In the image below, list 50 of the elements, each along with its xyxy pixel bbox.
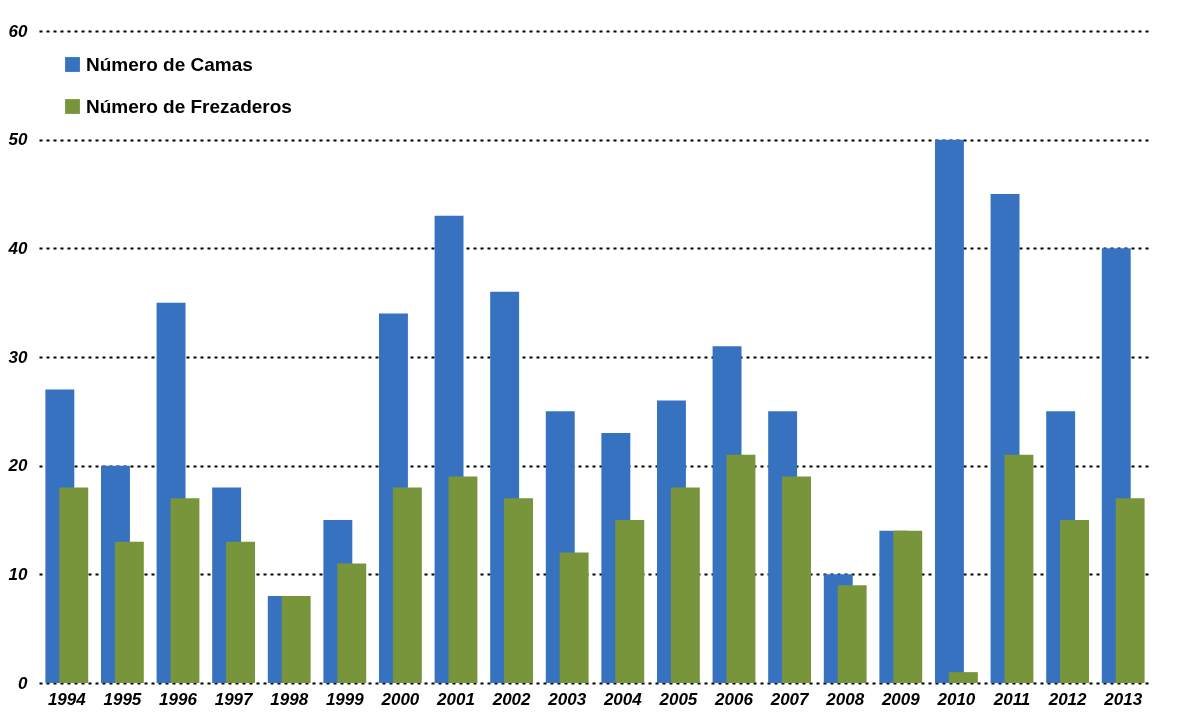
x-tick-label: 2010 — [936, 689, 976, 709]
y-tick-label: 30 — [8, 347, 29, 367]
bar — [782, 476, 812, 683]
x-tick-label: 1994 — [47, 689, 87, 709]
bar — [1060, 520, 1090, 683]
x-tick-label: 1999 — [325, 689, 365, 709]
y-tick-label: 40 — [7, 238, 29, 258]
x-tick-label: 2002 — [491, 689, 532, 709]
bar — [837, 585, 867, 683]
bar — [337, 563, 367, 683]
bar — [392, 487, 422, 683]
bar — [504, 498, 534, 683]
y-tick-label: 10 — [8, 564, 29, 584]
x-tick-label: 2007 — [769, 689, 811, 709]
x-tick-label: 2005 — [658, 689, 698, 709]
x-tick-label: 2004 — [602, 689, 643, 709]
x-tick-label: 2011 — [992, 689, 1031, 709]
bar — [1115, 498, 1145, 683]
x-tick-label: 2008 — [825, 689, 865, 709]
bar — [670, 487, 700, 683]
bar — [559, 552, 589, 683]
bar — [281, 596, 311, 683]
x-tick-label: 2006 — [714, 689, 754, 709]
x-tick-label: 2009 — [880, 689, 921, 709]
x-tick-label: 2003 — [547, 689, 587, 709]
bar — [615, 520, 645, 683]
bar — [448, 476, 478, 683]
x-tick-label: 1996 — [159, 689, 198, 709]
bar — [114, 541, 144, 683]
bar — [59, 487, 89, 683]
bar — [934, 139, 964, 683]
legend-label: Número de Frezaderos — [86, 95, 292, 117]
x-tick-label: 1997 — [214, 689, 255, 709]
x-tick-label: 2000 — [380, 689, 420, 709]
bar — [170, 498, 200, 683]
bar — [948, 672, 978, 683]
bar — [726, 454, 756, 683]
x-tick-label: 2012 — [1047, 689, 1088, 709]
bar — [1004, 454, 1034, 683]
bar — [226, 541, 256, 683]
y-tick-label: 50 — [8, 130, 29, 150]
y-tick-label: 60 — [8, 21, 29, 41]
x-tick-label: 1995 — [103, 689, 142, 709]
bar — [893, 530, 923, 683]
x-tick-label: 1998 — [270, 689, 309, 709]
x-tick-label: 2013 — [1103, 689, 1143, 709]
y-tick-label: 20 — [7, 456, 29, 476]
y-tick-label: 0 — [18, 673, 29, 693]
legend-label: Número de Camas — [86, 53, 253, 75]
x-tick-label: 2001 — [436, 689, 475, 709]
